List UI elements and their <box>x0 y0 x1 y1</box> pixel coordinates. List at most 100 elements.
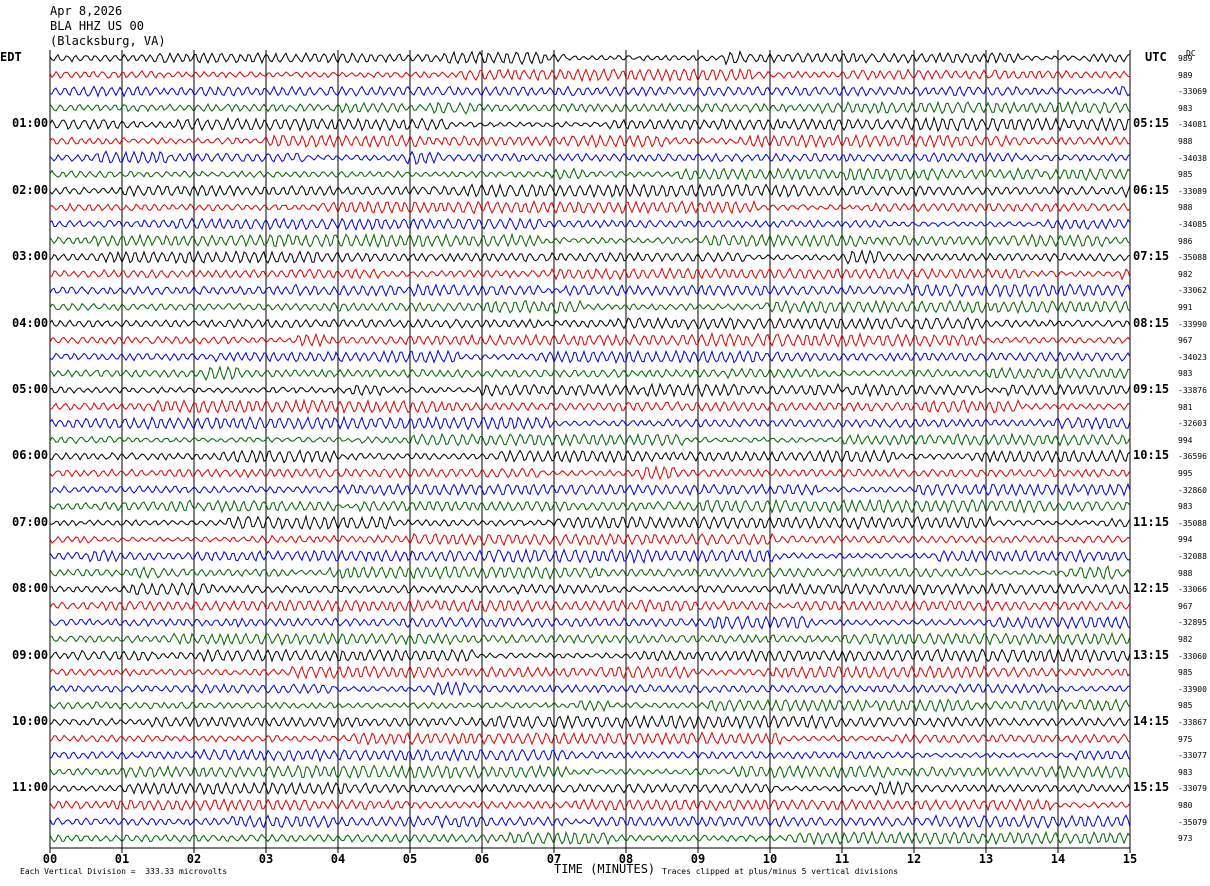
dc-value-label: 994 <box>1178 535 1193 545</box>
dc-value-label: -33876 <box>1178 386 1207 395</box>
dc-value-label: -34038 <box>1178 153 1207 163</box>
dc-value-label: -36596 <box>1178 452 1207 462</box>
right-hour-label: 06:15 <box>1133 182 1170 197</box>
left-hour-label: 02:00 <box>12 182 49 197</box>
x-tick-label-04: 04 <box>331 852 345 866</box>
trace-22 <box>49 398 1131 415</box>
trace-9 <box>49 183 1131 199</box>
minute-grid <box>49 50 1131 848</box>
trace-14 <box>49 266 1131 281</box>
dc-value-label: -32895 <box>1178 618 1207 628</box>
trace-24 <box>49 432 1131 448</box>
dc-value-label: -34023 <box>1178 352 1207 362</box>
dc-value-label: 983 <box>1178 103 1193 113</box>
trace-26 <box>49 464 1131 481</box>
header-station: BLA HHZ US 00 <box>50 19 144 33</box>
trace-47 <box>49 813 1131 830</box>
left-hour-label: 06:00 <box>12 448 49 463</box>
dc-value-label: 988 <box>1178 568 1193 578</box>
left-hour-label: 10:00 <box>12 714 49 728</box>
trace-19 <box>49 349 1131 364</box>
dc-value-label: 967 <box>1178 601 1193 611</box>
trace-16 <box>49 299 1131 315</box>
dc-value-label: 988 <box>1178 137 1193 146</box>
trace-7 <box>49 150 1131 165</box>
dc-value-label: 989 <box>1178 70 1193 80</box>
left-hour-label: 01:00 <box>12 116 49 131</box>
x-tick-label-10: 10 <box>763 852 777 866</box>
dc-value-label: -32860 <box>1178 485 1207 495</box>
x-tick-label-12: 12 <box>907 852 921 866</box>
trace-15 <box>49 282 1131 299</box>
trace-13 <box>49 248 1131 265</box>
dc-value-label: 989 <box>1178 54 1193 63</box>
dc-value-label: 985 <box>1178 170 1193 180</box>
trace-33 <box>49 582 1131 596</box>
trace-28 <box>49 498 1131 514</box>
dc-value-label: 994 <box>1178 435 1193 445</box>
left-hour-label: 08:00 <box>12 581 49 596</box>
dc-value-label: -33066 <box>1178 585 1207 595</box>
dc-value-label: 983 <box>1178 502 1193 512</box>
trace-39 <box>49 680 1131 697</box>
trace-41 <box>49 714 1131 730</box>
right-hour-label: 08:15 <box>1133 315 1170 330</box>
x-tick-label-09: 09 <box>691 852 705 866</box>
trace-29 <box>49 514 1131 531</box>
right-hour-label: 11:15 <box>1133 514 1170 529</box>
scale-note: Each Vertical Division = 333.33 microvol… <box>20 867 228 876</box>
trace-27 <box>49 482 1131 497</box>
trace-42 <box>49 731 1131 746</box>
trace-4 <box>49 100 1131 116</box>
header-location: (Blacksburg, VA) <box>50 34 166 48</box>
dc-value-label: -32088 <box>1178 552 1207 561</box>
dc-value-label: -33060 <box>1178 651 1207 661</box>
trace-5 <box>49 116 1131 133</box>
dc-value-label: 973 <box>1178 834 1193 844</box>
trace-37 <box>49 647 1131 664</box>
right-hour-label: 05:15 <box>1133 116 1170 131</box>
dc-value-label: 982 <box>1178 635 1193 644</box>
dc-value-label: 985 <box>1178 668 1193 678</box>
dc-value-label: 991 <box>1178 303 1193 312</box>
dc-value-label: 982 <box>1178 269 1193 279</box>
left-hour-label: 03:00 <box>12 249 49 264</box>
x-tick-label-13: 13 <box>979 852 993 866</box>
dc-value-label: -33867 <box>1178 718 1207 727</box>
dc-value-label: 995 <box>1178 469 1193 478</box>
dc-value-label: -33069 <box>1178 87 1207 97</box>
trace-group <box>49 50 1131 846</box>
right-hour-label: 15:15 <box>1133 780 1170 795</box>
trace-20 <box>49 365 1131 381</box>
header-date: Apr 8,2026 <box>50 4 123 18</box>
x-tick-label-01: 01 <box>115 852 129 866</box>
dc-value-label: -33079 <box>1178 784 1207 794</box>
x-tick-label-03: 03 <box>259 852 273 866</box>
x-tick-label-14: 14 <box>1051 852 1065 866</box>
x-axis-label: TIME (MINUTES) <box>554 862 656 876</box>
trace-10 <box>49 199 1131 215</box>
x-tick-label-11: 11 <box>835 852 849 866</box>
trace-34 <box>49 598 1131 614</box>
trace-3 <box>50 85 1131 98</box>
dc-value-label: 980 <box>1178 801 1193 810</box>
dc-value-label: 983 <box>1178 369 1193 379</box>
dc-value-label: 986 <box>1178 236 1193 246</box>
dc-value-label: 985 <box>1178 701 1193 711</box>
trace-45 <box>49 780 1131 796</box>
trace-17 <box>49 316 1131 331</box>
left-hour-label: 07:00 <box>12 514 49 529</box>
trace-48 <box>49 830 1131 846</box>
x-tick-label-07: 07 <box>547 852 561 866</box>
clip-note: Traces clipped at plus/minus 5 vertical … <box>662 867 899 876</box>
trace-46 <box>49 797 1131 813</box>
x-tick-label-08: 08 <box>619 852 633 866</box>
trace-44 <box>49 763 1131 780</box>
dc-value-label: -33089 <box>1178 186 1207 196</box>
x-tick-label-06: 06 <box>475 852 489 866</box>
trace-30 <box>49 532 1131 547</box>
right-hour-label: 12:15 <box>1133 581 1170 596</box>
x-axis-ticks: 00 01 02 03 04 05 06 07 08 09 10 11 12 13 14 15 <box>43 847 1137 866</box>
trace-11 <box>49 217 1131 231</box>
